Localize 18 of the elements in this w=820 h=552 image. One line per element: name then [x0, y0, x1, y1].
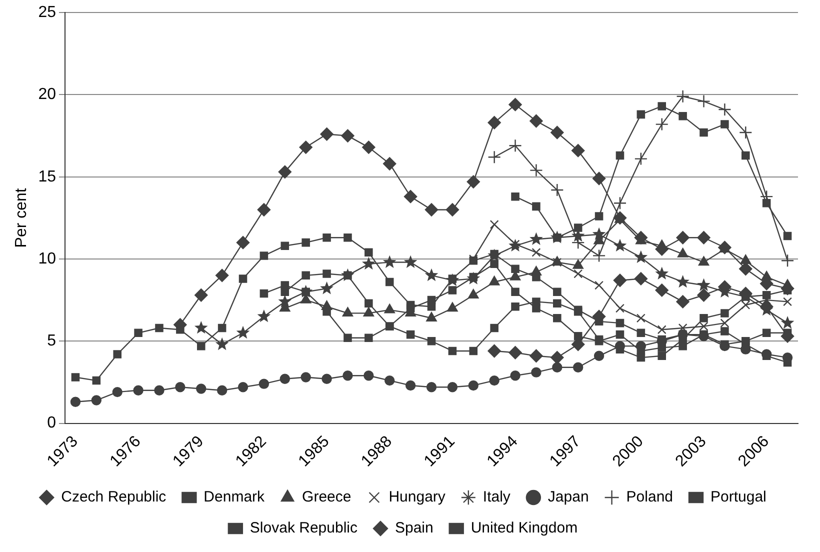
legend-label: Spain — [394, 520, 434, 537]
y-tick-label: 5 — [47, 332, 56, 350]
legend-label: Slovak Republic — [250, 520, 358, 537]
y-tick-label: 10 — [38, 250, 56, 268]
y-tick-label: 0 — [47, 414, 56, 432]
y-axis-title: Per cent — [13, 188, 30, 248]
legend-label: Hungary — [388, 488, 446, 506]
legend-label: United Kingdom — [470, 520, 578, 537]
legend-label: Denmark — [204, 488, 266, 506]
legend-label: Czech Republic — [61, 488, 167, 506]
legend-label: Japan — [548, 488, 589, 506]
y-tick-label: 25 — [38, 4, 56, 22]
legend-label: Poland — [626, 488, 674, 506]
y-tick-label: 15 — [38, 168, 56, 186]
legend-label: Greece — [302, 488, 352, 506]
legend-label: Portugal — [710, 488, 766, 506]
legend-label: Italy — [482, 488, 511, 506]
y-tick-label: 20 — [38, 86, 56, 104]
